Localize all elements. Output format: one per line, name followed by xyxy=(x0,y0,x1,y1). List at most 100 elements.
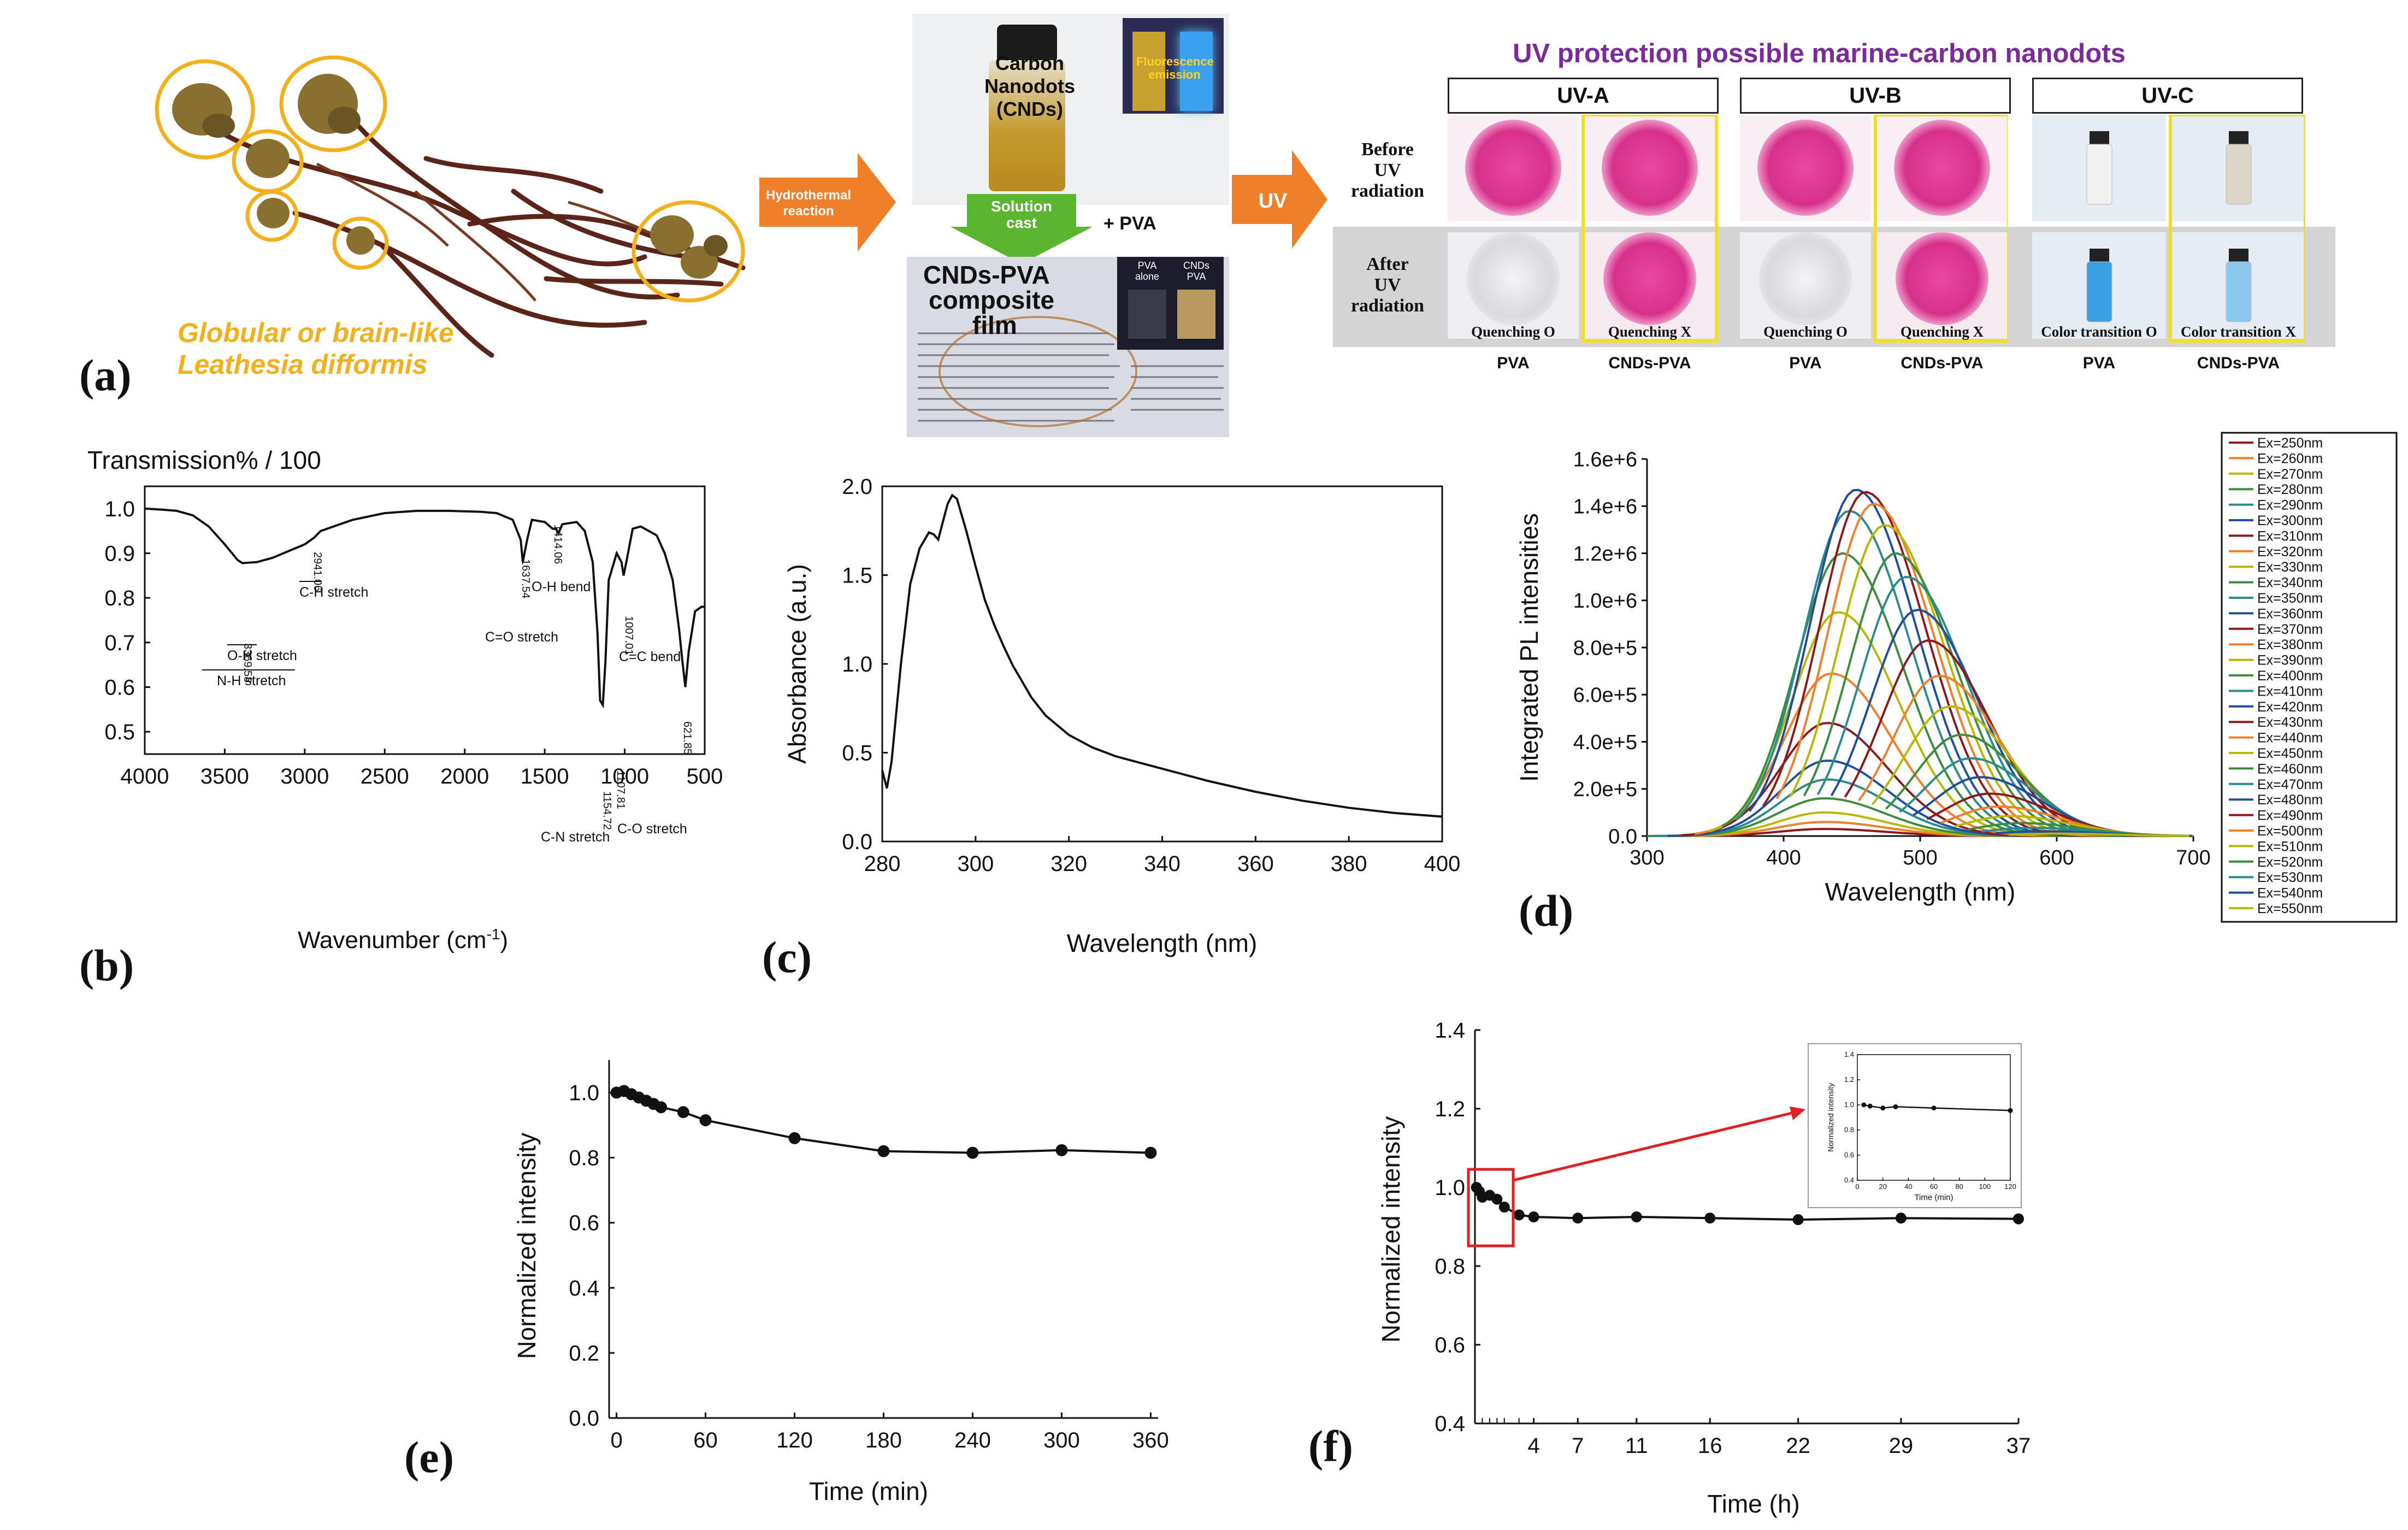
y-tick-label: 0.6 xyxy=(1435,1333,1465,1357)
vial-body xyxy=(989,60,1065,191)
data-point xyxy=(788,1132,801,1144)
pva-alone-swatch xyxy=(1128,290,1166,339)
legend-label: Ex=270nm xyxy=(2257,467,2323,482)
vial-cap xyxy=(997,25,1057,63)
cnds-pva-small-line2: PVA xyxy=(1187,271,1206,282)
col-label-uva-cnds: CNDs-PVA xyxy=(1608,354,1691,372)
solution-cast-arrow: Solution cast xyxy=(951,194,1093,264)
chart-c-xlabel: Wavelength (nm) xyxy=(1067,929,1258,957)
fluor-label: Fluorescence emission xyxy=(1136,55,1214,81)
col-label-uva-pva: PVA xyxy=(1497,354,1530,372)
uv-a-before-cnds xyxy=(1584,115,1715,221)
fluor-label-line1: Fluorescence xyxy=(1136,55,1214,68)
chart-b-frame xyxy=(144,485,706,755)
y-tick-label: 1.6e+6 xyxy=(1573,448,1637,471)
y-tick-label: 0.6 xyxy=(569,1211,599,1235)
inset-y-tick-label: 0.4 xyxy=(1844,1176,1854,1184)
y-tick-label: 1.0e+6 xyxy=(1573,590,1637,613)
chart-f-ylabel: Normalized intensity xyxy=(1377,1116,1405,1343)
x-tick-label: 400 xyxy=(1766,846,1801,869)
pl-series-290 xyxy=(1654,778,2189,837)
data-point xyxy=(1144,1146,1157,1159)
chart-e-stability-min: 0 60 120 180 240 300 360 0.0 0.2 0.4 0.6 0.8 1.0 Tim… xyxy=(512,1060,1169,1505)
chart-c-series-line xyxy=(881,493,1443,818)
x-tick-label: 300 xyxy=(957,852,994,876)
uv-arrow-label: UV xyxy=(1259,190,1288,213)
inset-x-tick-label: 20 xyxy=(1879,1182,1886,1191)
uv-a-highlight-box xyxy=(1581,115,1718,343)
legend-label: Ex=300nm xyxy=(2257,513,2323,528)
uv-a-after-pva xyxy=(1448,232,1579,339)
data-point xyxy=(966,1146,979,1159)
peak-label-1637: 1637.54 xyxy=(520,559,532,598)
fluor-vial-right xyxy=(1180,32,1213,111)
uv-b-after-pva xyxy=(1740,232,1871,339)
chart-e-ylabel: Normalized intensity xyxy=(512,1133,541,1359)
x-tick-label: 4 xyxy=(1527,1434,1539,1458)
legend-label: Ex=450nm xyxy=(2257,746,2323,761)
y-tick-label: 1.0 xyxy=(569,1081,599,1105)
inset-data-point xyxy=(1861,1102,1867,1108)
inset-y-tick-label: 1.0 xyxy=(1844,1101,1854,1109)
film-text-lines xyxy=(918,316,1224,427)
x-tick-label: 380 xyxy=(1331,852,1367,876)
zoom-region-box xyxy=(1467,1168,1515,1247)
legend-label: Ex=520nm xyxy=(2257,855,2323,870)
y-tick-label: 4.0e+5 xyxy=(1573,731,1637,754)
legend-label: Ex=510nm xyxy=(2257,839,2323,854)
legend-label: Ex=540nm xyxy=(2257,886,2323,901)
x-tick-label: 22 xyxy=(1786,1434,1810,1458)
data-point xyxy=(1498,1202,1510,1213)
panel-f-letter: (f) xyxy=(1308,1421,1353,1471)
x-tick-label: 180 xyxy=(865,1428,902,1452)
chart-d-pl: 300 400 500 600 700 0.0 2.0e+5 4.0e+5 6.0e+5 8.0e… xyxy=(1515,432,2398,923)
y-tick-label: 0.0 xyxy=(1608,825,1637,848)
data-point xyxy=(1491,1193,1503,1205)
caption-uva-pva: Quenching O xyxy=(1471,323,1555,340)
uv-c-after-pva-vial xyxy=(2086,249,2112,322)
pl-series-410 xyxy=(1816,575,2189,837)
chart-b-series-line xyxy=(144,507,705,709)
vial-label-line1: Carbon xyxy=(995,52,1064,74)
band-cn-stretch: C-N stretch xyxy=(541,829,610,845)
caption-uvc-cnds: Color transition X xyxy=(2180,323,2296,340)
uv-a-header: UV-A xyxy=(1448,78,1719,114)
panel-a-letter: (a) xyxy=(79,350,132,400)
pva-alone-label: PVA alone xyxy=(1125,260,1169,282)
band-oh-stretch: O-H stretch xyxy=(227,648,297,663)
data-point xyxy=(2013,1213,2024,1225)
x-tick-label: 4000 xyxy=(121,764,169,788)
legend-label: Ex=340nm xyxy=(2257,575,2323,591)
y-tick-label: 1.4 xyxy=(1435,1019,1465,1043)
before-uv-label: Before UV radiation xyxy=(1336,139,1439,202)
y-tick-label: 0.7 xyxy=(104,631,135,655)
chart-f-xlabel: Time (h) xyxy=(1707,1490,1800,1518)
x-tick-label: 300 xyxy=(1630,846,1664,869)
vial-label-line2: Nanodots xyxy=(984,75,1075,97)
data-point xyxy=(699,1114,712,1127)
x-tick-label: 11 xyxy=(1625,1434,1648,1458)
x-tick-label: 2500 xyxy=(361,764,409,788)
y-tick-label: 2.0 xyxy=(842,475,872,499)
after-label-line2: UV xyxy=(1374,275,1401,295)
data-point xyxy=(1895,1213,1907,1224)
inset-x-tick-label: 60 xyxy=(1930,1182,1938,1191)
chart-d-ylabel: Integrated PL intensities xyxy=(1515,513,1543,782)
y-tick-label: 1.4e+6 xyxy=(1573,496,1637,519)
legend-label: Ex=260nm xyxy=(2257,451,2323,466)
uv-a-after-cnds xyxy=(1584,232,1715,339)
x-tick-label: 29 xyxy=(1889,1434,1914,1458)
band-cc-bend: C=C bend xyxy=(619,649,681,664)
solution-cast-line2: cast xyxy=(1006,214,1037,231)
inset-y-tick-label: 1.2 xyxy=(1844,1075,1854,1084)
x-tick-label: 1500 xyxy=(521,764,569,788)
chart-b-ftir: Transmission% / 100 3369.58 2941.06 1637… xyxy=(87,446,723,954)
x-tick-label: 700 xyxy=(2176,846,2210,869)
chart-e-xlabel: Time (min) xyxy=(809,1477,928,1505)
cnds-pva-small-label: CNDs PVA xyxy=(1175,260,1218,282)
uv-b-header: UV-B xyxy=(1740,78,2011,114)
fluor-vial-left xyxy=(1132,32,1165,111)
inset-x-tick-label: 80 xyxy=(1955,1182,1963,1191)
data-point xyxy=(1572,1213,1584,1224)
before-label-line3: radiation xyxy=(1350,181,1425,201)
